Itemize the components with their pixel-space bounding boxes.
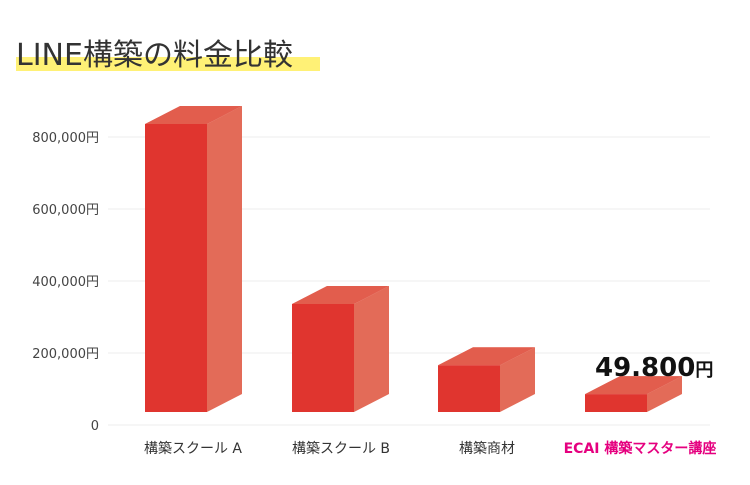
y-tick-label: 200,000円	[32, 347, 99, 362]
bar-top	[145, 106, 242, 124]
bar-side	[647, 376, 682, 412]
bar-top	[292, 286, 389, 304]
y-tick-label: 400,000円	[32, 275, 99, 290]
value-number: 49.800	[595, 353, 695, 383]
bar-side	[207, 106, 242, 412]
chart-title: LINE構築の料金比較	[16, 38, 293, 73]
title-highlight	[16, 57, 320, 71]
bar-side	[500, 347, 535, 412]
value-unit: 円	[695, 360, 713, 381]
bar-side	[354, 286, 389, 412]
chart-title-block: LINE構築の料金比較	[16, 30, 320, 74]
x-category-label: ECAI 構築マスター講座	[564, 440, 717, 457]
bar-front	[585, 394, 647, 412]
bar-inner	[145, 106, 242, 124]
x-category-label: 構築スクール B	[292, 441, 390, 457]
x-category-label: 構築スクール A	[144, 441, 242, 457]
bar-top	[438, 347, 535, 366]
bar-inner	[292, 286, 389, 304]
bar-front	[292, 304, 354, 412]
value-label: 49.800円	[595, 353, 713, 383]
x-category-label: 構築商材	[459, 441, 515, 457]
bar-inner	[438, 347, 535, 366]
bar-front	[145, 124, 207, 412]
y-tick-label: 0	[91, 419, 99, 434]
y-tick-label: 800,000円	[32, 131, 99, 146]
bar-top	[585, 376, 682, 395]
bar-front	[438, 365, 500, 412]
bar-inner	[585, 376, 682, 395]
y-tick-label: 600,000円	[32, 203, 99, 218]
